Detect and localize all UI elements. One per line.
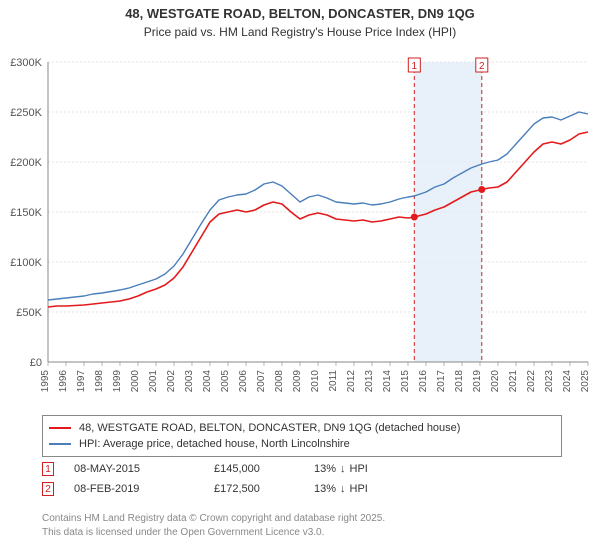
svg-text:2010: 2010 — [310, 370, 321, 393]
arrow-down-icon: ↓ — [340, 463, 346, 475]
svg-text:2020: 2020 — [490, 370, 501, 393]
svg-text:2000: 2000 — [130, 370, 141, 393]
svg-text:1: 1 — [412, 61, 418, 72]
svg-text:1996: 1996 — [58, 370, 69, 393]
page-title: 48, WESTGATE ROAD, BELTON, DONCASTER, DN… — [0, 0, 600, 21]
svg-text:£150K: £150K — [10, 207, 42, 219]
event-row: 1 08-MAY-2015 £145,000 13% ↓ HPI — [42, 462, 562, 476]
event-delta-pct: 13% — [314, 483, 336, 495]
svg-text:1999: 1999 — [112, 370, 123, 393]
legend-label-hpi: HPI: Average price, detached house, Nort… — [79, 436, 350, 452]
svg-text:2009: 2009 — [292, 370, 303, 393]
svg-text:2017: 2017 — [436, 370, 447, 393]
legend-swatch-hpi — [49, 443, 71, 445]
event-date: 08-FEB-2019 — [74, 483, 194, 495]
event-marker-icon: 1 — [42, 462, 54, 476]
svg-text:2001: 2001 — [148, 370, 159, 393]
event-delta: 13% ↓ HPI — [314, 463, 424, 475]
event-row: 2 08-FEB-2019 £172,500 13% ↓ HPI — [42, 482, 562, 496]
footer-line-1: Contains HM Land Registry data © Crown c… — [42, 512, 562, 526]
svg-text:2006: 2006 — [238, 370, 249, 393]
legend: 48, WESTGATE ROAD, BELTON, DONCASTER, DN… — [42, 415, 562, 457]
event-delta-label: HPI — [350, 463, 368, 475]
event-delta-label: HPI — [350, 483, 368, 495]
event-delta: 13% ↓ HPI — [314, 483, 424, 495]
svg-text:2015: 2015 — [400, 370, 411, 393]
svg-text:2023: 2023 — [544, 370, 555, 393]
page-subtitle: Price paid vs. HM Land Registry's House … — [0, 21, 600, 43]
event-marker-icon: 2 — [42, 482, 54, 496]
svg-text:2002: 2002 — [166, 370, 177, 393]
footer-line-2: This data is licensed under the Open Gov… — [42, 526, 562, 540]
svg-text:2004: 2004 — [202, 370, 213, 393]
svg-text:£50K: £50K — [16, 307, 42, 319]
svg-text:£300K: £300K — [10, 57, 42, 69]
event-delta-pct: 13% — [314, 463, 336, 475]
svg-text:2022: 2022 — [526, 370, 537, 393]
event-price: £172,500 — [214, 483, 294, 495]
svg-text:£100K: £100K — [10, 257, 42, 269]
event-table: 1 08-MAY-2015 £145,000 13% ↓ HPI 2 08-FE… — [42, 462, 562, 502]
svg-text:2007: 2007 — [256, 370, 267, 393]
event-price: £145,000 — [214, 463, 294, 475]
event-date: 08-MAY-2015 — [74, 463, 194, 475]
svg-text:£250K: £250K — [10, 107, 42, 119]
svg-text:2005: 2005 — [220, 370, 231, 393]
svg-text:2012: 2012 — [346, 370, 357, 393]
svg-text:1997: 1997 — [76, 370, 87, 393]
svg-text:2014: 2014 — [382, 370, 393, 393]
svg-text:2013: 2013 — [364, 370, 375, 393]
svg-text:£0: £0 — [30, 357, 42, 369]
svg-text:2025: 2025 — [580, 370, 591, 393]
legend-swatch-property — [49, 427, 71, 429]
legend-row-hpi: HPI: Average price, detached house, Nort… — [49, 436, 555, 452]
svg-text:2021: 2021 — [508, 370, 519, 393]
svg-text:2018: 2018 — [454, 370, 465, 393]
svg-text:2019: 2019 — [472, 370, 483, 393]
svg-text:1998: 1998 — [94, 370, 105, 393]
svg-text:£200K: £200K — [10, 157, 42, 169]
legend-row-property: 48, WESTGATE ROAD, BELTON, DONCASTER, DN… — [49, 420, 555, 436]
svg-text:1995: 1995 — [40, 370, 51, 393]
svg-text:2008: 2008 — [274, 370, 285, 393]
svg-text:2024: 2024 — [562, 370, 573, 393]
svg-text:2003: 2003 — [184, 370, 195, 393]
data-attribution: Contains HM Land Registry data © Crown c… — [42, 512, 562, 540]
legend-label-property: 48, WESTGATE ROAD, BELTON, DONCASTER, DN… — [79, 420, 460, 436]
svg-text:2011: 2011 — [328, 370, 339, 392]
arrow-down-icon: ↓ — [340, 483, 346, 495]
svg-text:2: 2 — [479, 61, 485, 72]
svg-text:2016: 2016 — [418, 370, 429, 393]
price-chart: £0 £50K £100K £150K £200K £250K £300K 1995 1996 1… — [0, 50, 600, 410]
